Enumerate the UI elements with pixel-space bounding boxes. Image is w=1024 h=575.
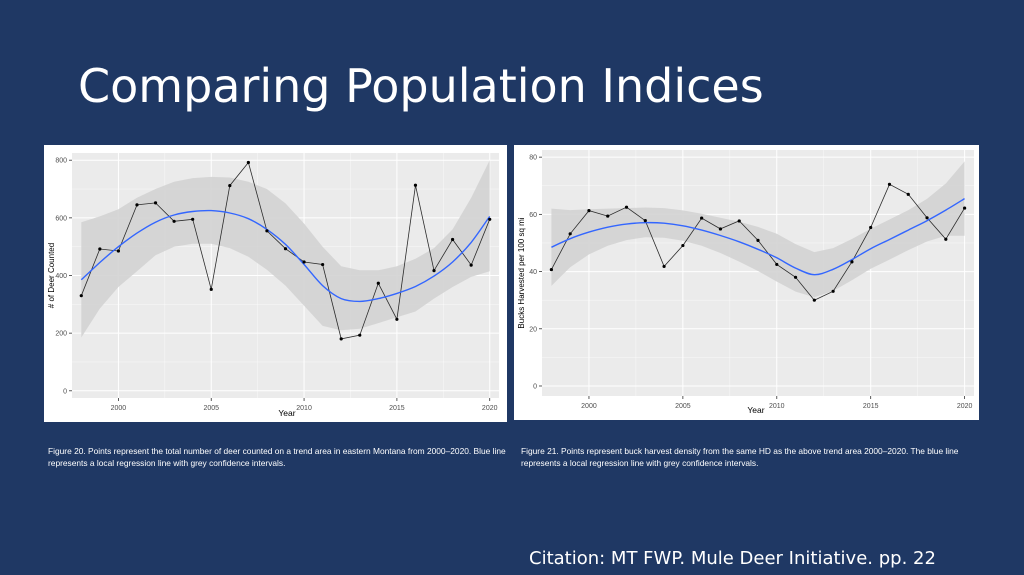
x-tick-label: 2020	[482, 405, 498, 412]
data-point	[395, 317, 399, 321]
bucks-harvested-chart: 2000 2005 2010 2015 2020 0 20 40 60 80 Year Bucks H…	[517, 150, 974, 415]
data-point	[339, 337, 343, 341]
data-point	[488, 217, 492, 221]
y-tick-label: 400	[55, 273, 67, 280]
data-point	[358, 333, 362, 337]
regression-line	[80, 209, 491, 303]
data-point	[450, 237, 455, 242]
y-tick-label: 200	[55, 331, 67, 338]
plot-panel	[542, 150, 974, 396]
data-point	[228, 183, 232, 188]
data-point	[775, 262, 779, 267]
data-point	[116, 249, 121, 253]
data-point	[549, 267, 553, 272]
data-point	[831, 289, 835, 293]
x-axis-label: Year	[747, 405, 764, 415]
data-point	[98, 247, 102, 251]
chart-panel-bucks-harvested: 2000 2005 2010 2015 2020 0 20 40 60 80 Year Bucks H…	[514, 145, 979, 420]
data-point	[606, 214, 610, 218]
y-axis-label: Bucks Harvested per 100 sq mi	[517, 217, 526, 328]
x-tick-label: 2005	[203, 405, 219, 412]
data-point	[850, 260, 854, 264]
data-point	[643, 219, 647, 223]
data-point	[587, 209, 591, 213]
data-point	[793, 275, 798, 279]
data-point	[135, 203, 139, 207]
x-tick-label: 2015	[389, 405, 405, 412]
data-point	[172, 219, 176, 223]
data-point	[925, 216, 929, 220]
regression-line	[551, 198, 965, 276]
chart-panel-deer-counted: 2000 2005 2010 2015 2020 0 200 400 600 800 Year # o…	[44, 145, 507, 422]
y-axis-label: # of Deer Counted	[47, 243, 56, 308]
slide-title: Comparing Population Indices	[78, 59, 764, 113]
figure-20-caption: Figure 20. Points represent the total nu…	[48, 446, 506, 468]
x-tick-label: 2000	[581, 403, 597, 410]
data-point	[700, 216, 704, 220]
x-tick-label: 2005	[675, 403, 691, 410]
x-tick-label: 2010	[296, 405, 312, 412]
data-point	[906, 192, 910, 196]
x-tick-label: 2010	[769, 403, 785, 410]
data-point	[153, 201, 158, 205]
data-point	[718, 227, 723, 231]
y-tick-label: 600	[55, 215, 67, 222]
data-point	[469, 263, 473, 267]
data-point	[209, 287, 213, 291]
x-tick-label: 2015	[863, 403, 879, 410]
y-tick-label: 80	[529, 155, 537, 162]
y-tick-label: 20	[529, 326, 537, 333]
data-point	[812, 298, 816, 302]
data-point	[963, 206, 967, 210]
y-tick-label: 40	[529, 269, 537, 276]
data-point	[302, 260, 306, 264]
data-point	[869, 225, 873, 230]
data-point	[944, 237, 948, 241]
data-point	[191, 217, 195, 221]
x-tick-label: 2020	[957, 403, 973, 410]
data-point	[321, 262, 325, 267]
figure-21-caption: Figure 21. Points represent buck harvest…	[521, 446, 959, 468]
deer-counted-chart: 2000 2005 2010 2015 2020 0 200 400 600 800 Year # o…	[47, 153, 499, 418]
citation-text: Citation: MT FWP. Mule Deer Initiative. …	[529, 548, 936, 569]
y-tick-label: 800	[55, 158, 67, 165]
x-axis-label: Year	[278, 408, 295, 418]
confidence-ribbon	[551, 161, 965, 298]
x-tick-label: 2000	[111, 405, 127, 412]
data-point	[756, 238, 760, 242]
data-point	[568, 232, 572, 236]
data-point	[887, 182, 892, 186]
data-point	[737, 219, 741, 223]
data-point	[283, 247, 288, 251]
data-point	[662, 264, 666, 269]
data-point	[246, 160, 250, 165]
y-tick-label: 0	[533, 383, 537, 390]
data-point	[624, 205, 629, 209]
data-point	[376, 281, 380, 285]
data-point	[79, 294, 83, 298]
data-point	[432, 269, 436, 273]
data-point	[681, 243, 685, 248]
data-point	[413, 183, 418, 187]
data-point	[265, 229, 269, 233]
y-tick-label: 60	[529, 212, 537, 219]
y-tick-label: 0	[63, 388, 67, 395]
